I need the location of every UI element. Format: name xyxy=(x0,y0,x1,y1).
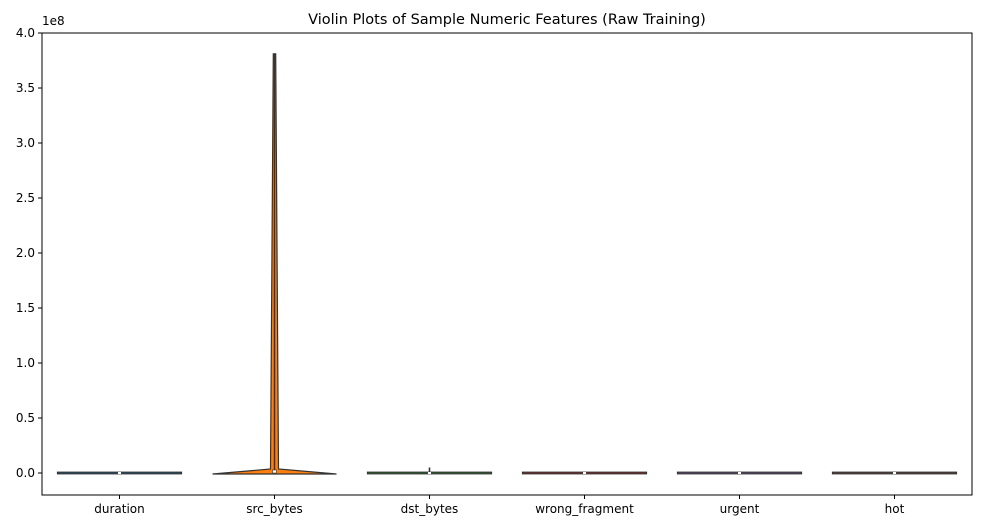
y-tick-label: 2.5 xyxy=(16,191,35,205)
violin-dst-bytes xyxy=(366,467,493,475)
y-tick-label: 3.0 xyxy=(16,136,35,150)
violin-duration xyxy=(56,471,183,475)
chart-title: Violin Plots of Sample Numeric Features … xyxy=(308,12,706,28)
violin-urgent xyxy=(676,471,803,475)
violin-median-marker xyxy=(893,472,896,474)
x-tick-label: dst_bytes xyxy=(401,502,459,516)
violin-median-marker xyxy=(738,472,741,474)
y-axis: 0.0 0.5 1.0 1.5 2.0 2.5 3.0 3.5 4.0 xyxy=(16,26,42,480)
violin-median-marker xyxy=(272,469,277,474)
violins xyxy=(56,53,958,475)
y-tick-label: 4.0 xyxy=(16,26,35,40)
x-tick-label: src_bytes xyxy=(246,502,303,516)
violin-median-marker xyxy=(118,472,121,474)
x-tick-label: urgent xyxy=(720,502,760,516)
violin-median-marker xyxy=(583,472,586,474)
x-tick-label: hot xyxy=(885,502,905,516)
x-tick-label: wrong_fragment xyxy=(535,502,634,516)
y-axis-offset-label: 1e8 xyxy=(42,14,65,28)
y-tick-label: 3.5 xyxy=(16,81,35,95)
violin-hot xyxy=(831,471,958,475)
y-tick-label: 2.0 xyxy=(16,246,35,260)
plot-area-frame xyxy=(41,32,973,496)
y-tick-label: 0.0 xyxy=(16,466,35,480)
y-tick-label: 1.5 xyxy=(16,301,35,315)
y-tick-label: 1.0 xyxy=(16,356,35,370)
x-tick-label: duration xyxy=(94,502,145,516)
violin-median-marker xyxy=(428,472,431,474)
x-axis: duration src_bytes dst_bytes wrong_fragment… xyxy=(94,495,905,516)
violin-src-bytes xyxy=(212,53,337,475)
y-tick-label: 0.5 xyxy=(16,411,35,425)
violin-wrong-fragment xyxy=(521,471,648,475)
